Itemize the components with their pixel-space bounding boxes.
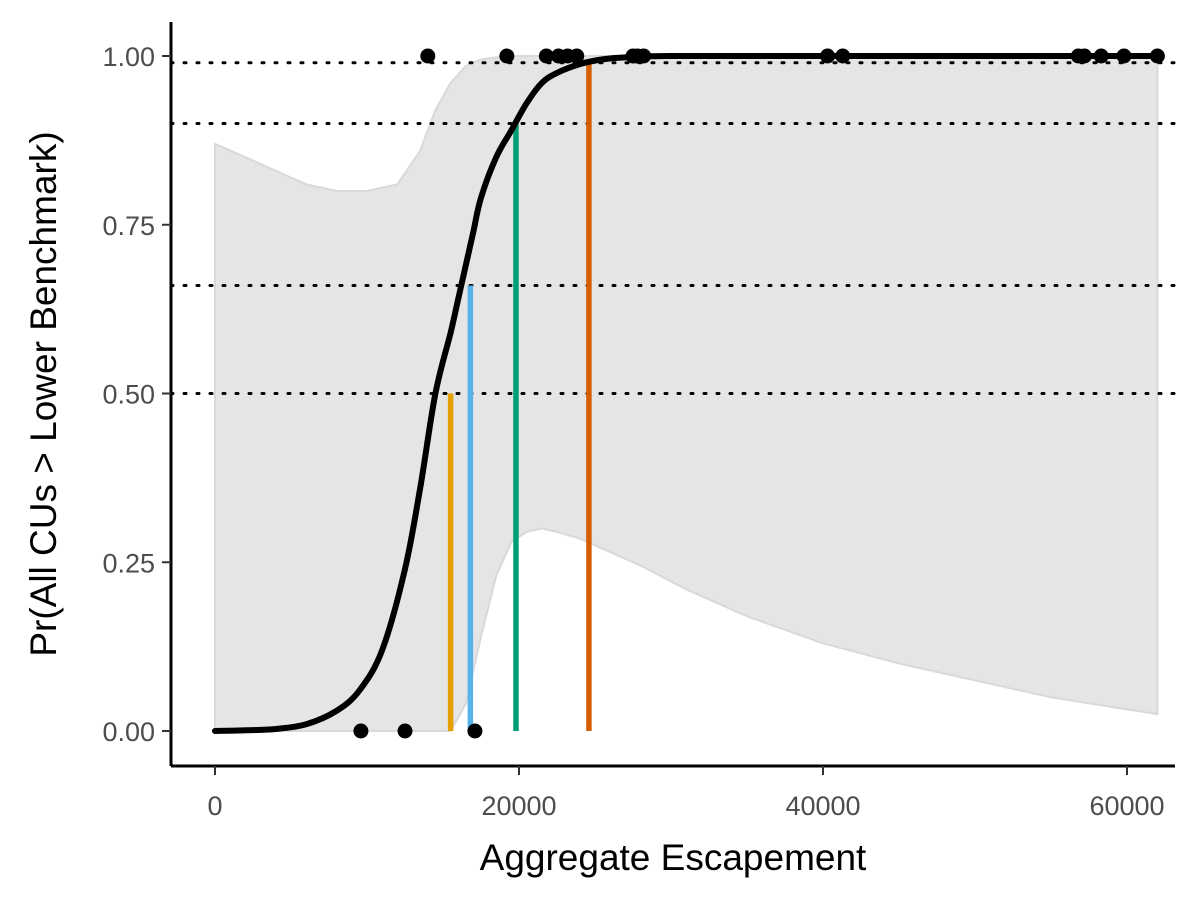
plot-area	[169, 48, 1177, 739]
observation-point	[1149, 48, 1165, 64]
y-axis-title: Pr(All CUs > Lower Benchmark)	[23, 131, 64, 656]
observation-point	[353, 723, 369, 739]
observation-point	[636, 48, 652, 64]
x-tick-label: 60000	[1089, 791, 1164, 821]
observation-point	[467, 723, 483, 739]
y-tick-label: 0.25	[102, 548, 155, 578]
observation-point	[1116, 48, 1132, 64]
y-tick-label: 0.75	[102, 211, 155, 241]
x-tick-label: 20000	[481, 791, 556, 821]
observation-point	[1093, 48, 1109, 64]
observation-point	[499, 48, 515, 64]
observation-point	[569, 48, 585, 64]
observation-point	[1076, 48, 1092, 64]
y-tick-label: 0.00	[102, 717, 155, 747]
observation-point	[420, 48, 436, 64]
observation-point	[538, 48, 554, 64]
y-tick-label: 0.50	[102, 380, 155, 410]
x-axis-title: Aggregate Escapement	[480, 837, 867, 878]
tick-marks: 0 20000 40000 60000 0.00 0.25 0.50 0.75 1.00	[102, 42, 1164, 821]
x-tick-label: 40000	[785, 791, 860, 821]
observation-point	[835, 48, 851, 64]
observation-point	[820, 48, 836, 64]
logistic-fit-line	[212, 52, 1161, 734]
observation-point	[397, 723, 413, 739]
x-tick-label: 0	[207, 791, 222, 821]
y-tick-label: 1.00	[102, 42, 155, 72]
